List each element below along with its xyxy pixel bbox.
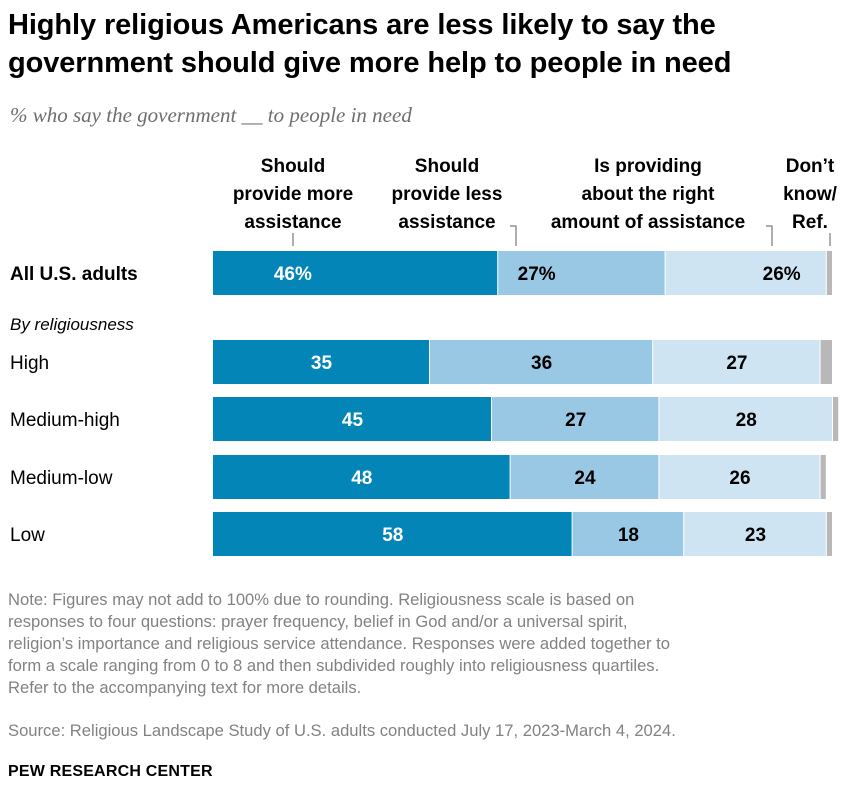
data-label: 28: [736, 410, 757, 431]
data-label: 24: [574, 468, 596, 489]
bar-segment: [510, 455, 659, 499]
data-label: 35: [311, 353, 333, 374]
data-label: 48: [351, 468, 372, 489]
bar-segment: [498, 251, 665, 295]
chart-source: Source: Religious Landscape Study of U.S…: [8, 721, 676, 740]
bar-segment: [213, 397, 491, 441]
stacked-bar-chart: Should provide more assistance Should provid…: [10, 156, 839, 556]
data-label: 27: [726, 353, 747, 374]
data-label: 26%: [763, 264, 801, 285]
category-label: High: [10, 353, 49, 374]
bar-segment: [213, 512, 572, 556]
bar-segment: [833, 397, 839, 441]
bar-segment: [213, 340, 429, 384]
category-label: Low: [10, 525, 45, 546]
note-line: religion’s importance and religious serv…: [8, 634, 670, 653]
data-label: 36: [531, 353, 552, 374]
series-header-label: about the right: [582, 184, 716, 205]
series-header-label: Is providing: [594, 156, 702, 177]
data-label: 27: [565, 410, 586, 431]
series-header-label: Should: [415, 156, 479, 177]
series-header-label: provide less: [392, 184, 503, 205]
series-header-label: provide more: [233, 184, 353, 205]
bar-segment: [653, 340, 820, 384]
bar-segment: [820, 455, 826, 499]
bar-segment: [659, 397, 832, 441]
bar-segment: [213, 251, 498, 295]
series-header-label: assistance: [244, 212, 341, 233]
data-label: 58: [382, 525, 403, 546]
category-label: Medium-low: [10, 468, 113, 489]
bar-segment: [659, 455, 820, 499]
group-label: By religiousness: [10, 315, 134, 334]
bar-segment: [826, 512, 832, 556]
note-line: responses to four questions: prayer freq…: [8, 612, 628, 631]
header-tick-line: [510, 225, 517, 246]
data-label: 46%: [274, 264, 312, 285]
data-label: 23: [745, 525, 766, 546]
category-label: Medium-high: [10, 410, 120, 431]
series-header-label: Ref.: [792, 212, 828, 233]
bar-segment: [684, 512, 826, 556]
series-header-label: Don’t: [786, 156, 835, 177]
data-label: 27%: [518, 264, 556, 285]
data-label: 45: [342, 410, 364, 431]
bar-segment: [826, 251, 832, 295]
bar-segment: [572, 512, 684, 556]
series-header-label: assistance: [398, 212, 495, 233]
series-header-label: know/: [783, 184, 838, 205]
chart-subtitle: % who say the government __ to people in…: [10, 103, 412, 127]
chart-note: Note: Figures may not add to 100% due to…: [8, 589, 848, 699]
series-header-label: amount of assistance: [551, 212, 745, 233]
bar-segment: [665, 251, 826, 295]
series-header-label: Should: [261, 156, 325, 177]
bar-segment: [430, 340, 653, 384]
data-label: 18: [618, 525, 639, 546]
note-line: form a scale ranging from 0 to 8 and the…: [8, 656, 660, 675]
bar-segment: [820, 340, 832, 384]
bar-segment: [213, 455, 510, 499]
bar-segment: [492, 397, 659, 441]
chart-title: Highly religious Americans are less like…: [8, 9, 732, 79]
header-tick-line: [766, 225, 773, 246]
note-line: Note: Figures may not add to 100% due to…: [8, 590, 635, 609]
brand-logo-text: PEW RESEARCH CENTER: [8, 763, 213, 780]
category-label: All U.S. adults: [10, 264, 138, 285]
data-label: 26: [729, 468, 750, 489]
note-line: Refer to the accompanying text for more …: [8, 678, 362, 697]
